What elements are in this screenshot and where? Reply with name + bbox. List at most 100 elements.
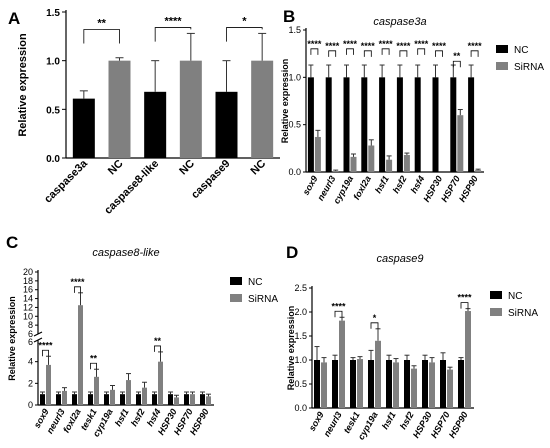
significance-bracket [83, 29, 120, 44]
significance-label: **** [361, 41, 376, 51]
bar-sirna [78, 305, 83, 405]
bar-sirna [465, 311, 471, 408]
x-tick-label: hsf2 [398, 410, 416, 431]
bar-nc [350, 360, 356, 408]
bar-nc [450, 77, 457, 172]
legend-swatch [230, 277, 242, 285]
bar [215, 91, 238, 158]
significance-bracket [452, 60, 461, 68]
x-tick-label: NC [249, 158, 269, 178]
panel-letter: C [6, 233, 18, 252]
significance-bracket [470, 50, 479, 57]
bar-sirna [190, 394, 195, 405]
bar-sirna [386, 159, 393, 172]
bar [108, 60, 131, 158]
bar-nc [314, 360, 320, 408]
significance-bracket [74, 286, 81, 293]
x-tick-label: neurl3 [322, 410, 344, 438]
bar-sirna [411, 368, 417, 408]
y-tick-label: 1.0 [294, 355, 307, 365]
bar-nc [40, 394, 45, 405]
legend-swatch [496, 45, 508, 53]
bar [179, 60, 202, 158]
bar-nc [136, 394, 141, 405]
bar-nc [432, 77, 439, 172]
significance-label: **** [396, 41, 411, 51]
y-axis-label: Relative expression [280, 59, 290, 144]
bar-sirna [447, 369, 453, 408]
y-tick-label: 10 [23, 311, 33, 321]
y-tick-label: 0.5 [294, 379, 307, 389]
y-tick-label: 4 [28, 357, 33, 367]
bar-nc [361, 77, 368, 172]
bar-sirna [332, 171, 339, 172]
bar-sirna [475, 170, 482, 172]
y-axis-label: Relative expression [17, 33, 29, 137]
bar-nc [120, 394, 125, 405]
bar-sirna [429, 362, 435, 408]
x-tick-label: foxl2a [351, 174, 373, 202]
significance-label: **** [70, 277, 85, 287]
y-tick-label: 6 [28, 337, 33, 347]
significance-label: * [242, 16, 247, 28]
y-tick-label: 12 [23, 302, 33, 312]
y-tick-label: 8 [28, 320, 33, 330]
x-tick-label: hsf2 [129, 407, 147, 428]
bar-sirna [94, 376, 99, 405]
significance-bracket [381, 48, 390, 55]
significance-bracket [399, 50, 408, 57]
y-tick-label: 0.0 [46, 154, 60, 165]
bar-nc [72, 394, 77, 405]
bar-sirna [393, 362, 399, 408]
significance-label: **** [343, 39, 358, 49]
y-tick-label: 2.5 [294, 283, 307, 293]
legend-label: NC [248, 277, 262, 288]
bar-nc [458, 360, 464, 408]
bar-nc [307, 77, 314, 172]
bar-nc [386, 360, 392, 408]
x-tick-label: NC [177, 158, 197, 178]
significance-label: **** [38, 340, 53, 350]
y-tick-label: 1.5 [46, 8, 60, 19]
y-tick-label: 1.5 [288, 25, 301, 35]
significance-label: * [373, 313, 377, 323]
significance-label: **** [379, 39, 394, 49]
bar-sirna [339, 320, 345, 408]
panel-letter: A [8, 9, 20, 28]
chart-title: caspase3a [373, 16, 426, 28]
bar-sirna [206, 396, 211, 405]
bar-nc [325, 77, 332, 172]
significance-bracket [154, 345, 161, 352]
axis-break-mark [33, 337, 43, 343]
bar-sirna [350, 156, 357, 172]
bar-sirna [110, 389, 115, 405]
bar-nc [468, 77, 475, 172]
bar-nc [152, 394, 157, 405]
y-tick-label: 2 [28, 378, 33, 388]
significance-bracket [370, 322, 379, 329]
bar-sirna [126, 380, 131, 405]
legend-label: SiRNA [508, 308, 538, 319]
bar-sirna [403, 154, 410, 172]
bar-sirna [62, 390, 67, 405]
legend-label: NC [514, 45, 528, 56]
x-tick-label: hsf1 [380, 410, 398, 431]
y-tick-label: 1.0 [46, 57, 60, 68]
legend-swatch [490, 291, 502, 299]
panel-letter: D [286, 243, 298, 262]
significance-label: ** [453, 51, 461, 61]
bar-nc [440, 360, 446, 408]
chart-title: caspase8-like [92, 247, 159, 259]
legend-label: SiRNA [514, 62, 544, 73]
y-tick-label: 16 [23, 285, 33, 295]
significance-label: **** [331, 301, 346, 311]
bar-sirna [46, 364, 51, 405]
bar-nc [422, 360, 428, 408]
significance-bracket [226, 27, 263, 42]
bar-nc [184, 394, 189, 405]
bar-nc [414, 77, 421, 172]
y-tick-label: 0.0 [294, 403, 307, 413]
